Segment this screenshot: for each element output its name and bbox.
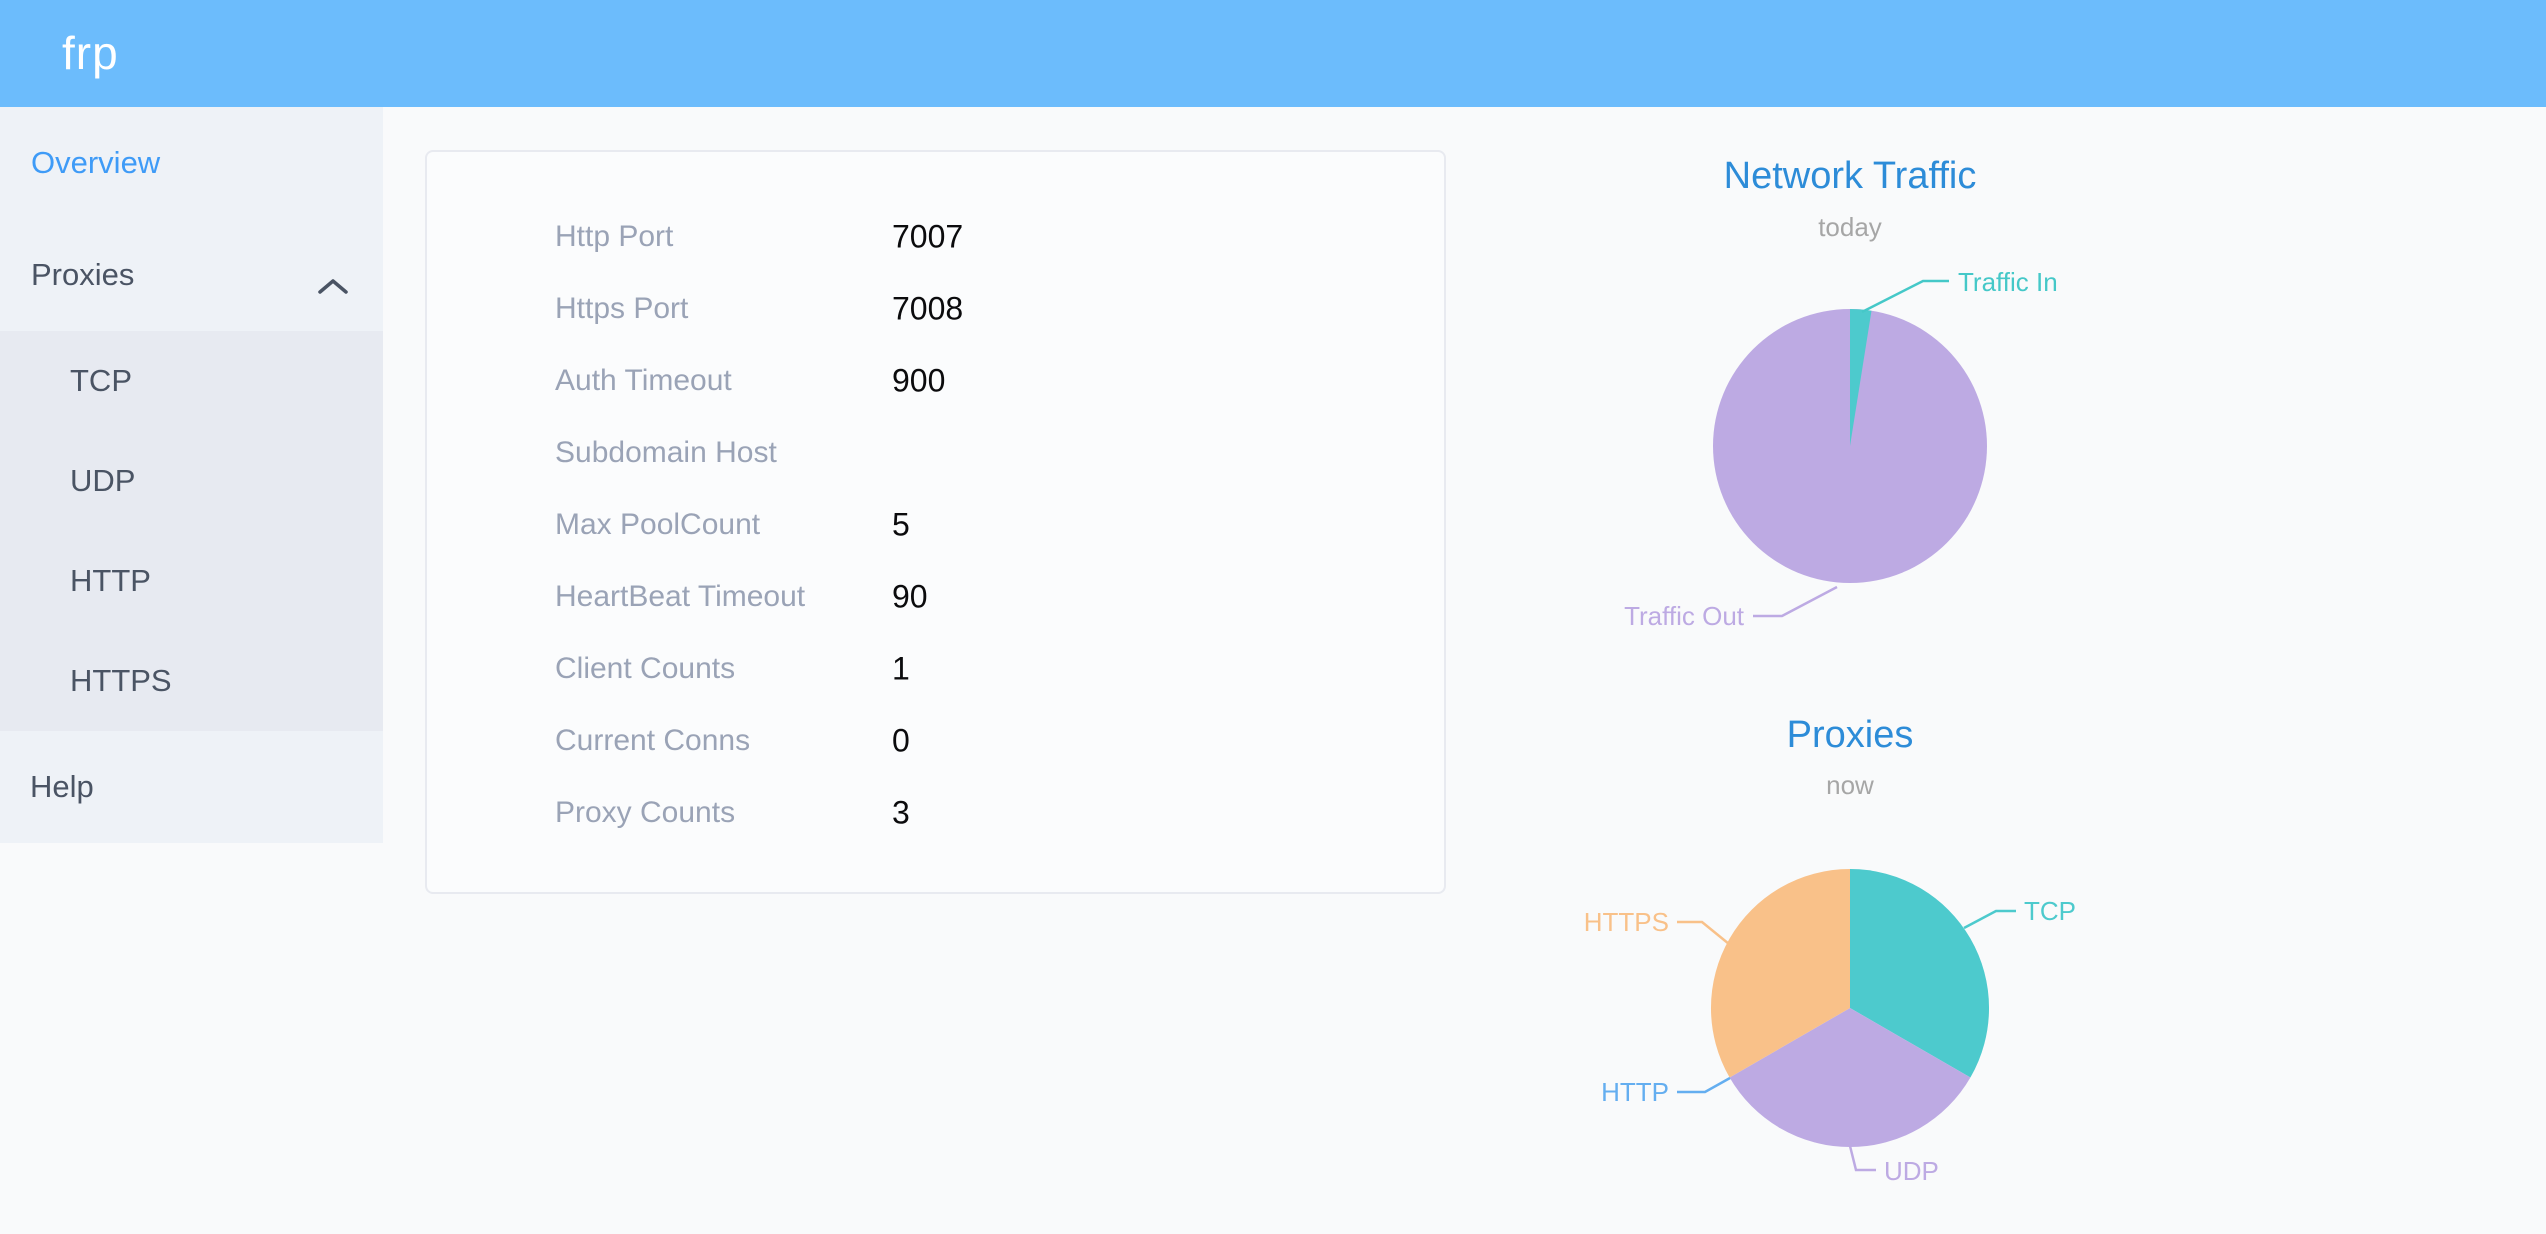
row-label: Https Port [555,292,689,325]
chevron-up-icon [318,267,348,303]
pie-slice-https[interactable] [1710,869,1850,1078]
sidebar: Overview Proxies TCP UDP HTTP HTTPS [0,107,383,843]
app-logo: frp [62,27,119,79]
row-value: 3 [892,794,910,831]
http-label: HTTP [1601,1077,1669,1107]
proxies-pie-chart: TCP HTTPS HTTP UDP [1584,869,2076,1186]
traffic-out-label: Traffic Out [1624,601,1745,631]
pie-slice-traffic-in[interactable] [1850,309,1872,446]
info-row-http-port: Http Port 7007 [427,201,1444,273]
row-value: 1 [892,650,910,687]
sidebar-item-proxies[interactable]: Proxies [0,219,383,331]
row-label: Http Port [555,220,674,253]
sidebar-item-label: HTTPS [70,663,172,698]
row-label: Max PoolCount [555,508,761,541]
info-row-proxy-counts: Proxy Counts 3 [427,777,1444,849]
row-label: Proxy Counts [555,796,736,829]
row-label: HeartBeat Timeout [555,580,806,613]
tcp-label: TCP [2024,896,2076,926]
sidebar-item-https[interactable]: HTTPS [0,631,383,731]
row-label: Subdomain Host [555,436,777,469]
row-value: 90 [892,578,928,615]
info-row-current-conns: Current Conns 0 [427,705,1444,777]
info-row-https-port: Https Port 7008 [427,273,1444,345]
network-traffic-title: Network Traffic [1723,155,1977,197]
row-value: 900 [892,362,946,399]
proxies-chart-subtitle: now [1826,770,1874,800]
info-row-max-poolcount: Max PoolCount 5 [427,489,1444,561]
row-value: 7008 [892,290,964,327]
traffic-out-leader-line [1753,585,1838,618]
udp-label: UDP [1884,1156,1939,1186]
info-row-auth-timeout: Auth Timeout 900 [427,345,1444,417]
row-label: Auth Timeout [555,364,732,397]
network-traffic-pie-chart: Traffic In Traffic Out [1624,267,2058,631]
pie-slice-udp[interactable] [1729,1008,1971,1148]
row-value: 5 [892,506,910,543]
sidebar-item-label: Proxies [31,257,135,292]
sidebar-submenu-proxies: TCP UDP HTTP HTTPS [0,331,383,731]
tcp-leader-line [1963,909,2016,930]
row-value: 7007 [892,218,964,255]
sidebar-item-label: UDP [70,463,136,498]
sidebar-item-overview[interactable]: Overview [0,107,383,219]
header-bar: frp [0,0,2546,107]
sidebar-item-label: Overview [31,145,161,180]
network-traffic-subtitle: today [1818,212,1882,242]
proxies-chart-title: Proxies [1786,714,1914,756]
info-row-client-counts: Client Counts 1 [427,633,1444,705]
sidebar-item-label: Help [30,769,94,804]
row-label: Current Conns [555,724,751,757]
udp-leader-line [1848,1145,1876,1172]
server-info-card: Http Port 7007 Https Port 7008 Auth Time… [425,150,1446,894]
server-info-rows: Http Port 7007 Https Port 7008 Auth Time… [427,152,1444,849]
sidebar-item-http[interactable]: HTTP [0,531,383,631]
https-leader-line [1677,920,1730,945]
sidebar-item-label: TCP [70,363,132,398]
sidebar-item-tcp[interactable]: TCP [0,331,383,431]
pie-slice-tcp[interactable] [1850,869,1990,1078]
https-label: HTTPS [1584,907,1669,937]
traffic-in-leader-line [1861,279,1949,314]
row-label: Client Counts [555,652,736,685]
row-value: 0 [892,722,910,759]
traffic-in-label: Traffic In [1958,267,2058,297]
sidebar-item-help[interactable]: Help [0,731,383,843]
info-row-heartbeat-timeout: HeartBeat Timeout 90 [427,561,1444,633]
sidebar-item-udp[interactable]: UDP [0,431,383,531]
info-row-subdomain-host: Subdomain Host [427,417,1444,489]
http-leader-line [1677,1076,1731,1094]
sidebar-item-label: HTTP [70,563,151,598]
